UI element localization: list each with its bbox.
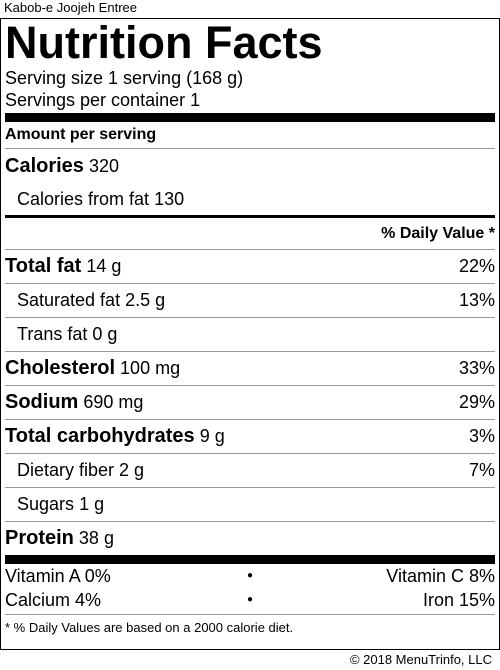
divider (5, 351, 495, 352)
divider (5, 283, 495, 284)
calories-from-fat-value: 130 (154, 189, 185, 209)
nutrient-label: Saturated fat (17, 290, 121, 310)
divider (5, 148, 495, 149)
calories-value: 320 (88, 156, 119, 176)
nutrient-label: Dietary fiber (17, 460, 115, 480)
nutrient-dv: 33% (458, 358, 495, 378)
nutrient-amount: 100 mg (120, 358, 181, 378)
vitamin-row: Calcium 4% ● Iron 15% (5, 588, 495, 612)
footnote: * % Daily Values are based on a 2000 cal… (5, 620, 294, 635)
bullet-icon: ● (246, 570, 254, 581)
nutrient-row-dietary-fiber: Dietary fiber 2 g 7% (5, 454, 495, 487)
medium-divider (5, 215, 495, 218)
calories-label: Calories (5, 155, 84, 177)
nutrient-label: Trans fat (17, 324, 88, 344)
servings-per-container: Servings per container 1 (5, 90, 201, 110)
nutrient-row-saturated-fat: Saturated fat 2.5 g 13% (5, 284, 495, 317)
nutrient-dv: 13% (458, 290, 495, 310)
item-title: Kabob-e Joojeh Entree (4, 0, 137, 15)
nutrient-label: Total carbohydrates (5, 425, 195, 447)
nutrient-dv: 29% (458, 392, 495, 412)
nutrient-row-cholesterol: Cholesterol 100 mg 33% (5, 352, 495, 385)
amount-per-serving: Amount per serving (5, 126, 157, 143)
nutrient-row-protein: Protein 38 g (5, 522, 495, 555)
nutrient-amount: 14 g (86, 256, 122, 276)
nutrient-label: Sodium (5, 391, 79, 413)
nutrient-label: Protein (5, 527, 74, 549)
nutrient-label: Cholesterol (5, 357, 116, 379)
nutrient-row-total-fat: Total fat 14 g 22% (5, 250, 495, 283)
divider (5, 385, 495, 386)
nutrient-amount: 9 g (199, 426, 225, 446)
vitamin-row: Vitamin A 0% ● Vitamin C 8% (5, 564, 495, 588)
nutrient-amount: 690 mg (83, 392, 144, 412)
vitamin-right: Vitamin C 8% (386, 566, 495, 586)
thick-divider (5, 113, 495, 122)
divider (5, 249, 495, 250)
divider (5, 317, 495, 318)
bullet-icon: ● (246, 594, 254, 605)
divider (5, 521, 495, 522)
nutrient-amount: 2.5 g (125, 290, 166, 310)
nutrient-amount: 0 g (92, 324, 118, 344)
vitamin-right: Iron 15% (422, 590, 495, 610)
nutrient-dv: 22% (458, 256, 495, 276)
nutrient-dv: 3% (468, 426, 495, 446)
nutrient-amount: 2 g (119, 460, 145, 480)
divider (5, 453, 495, 454)
serving-size: Serving size 1 serving (168 g) (5, 68, 244, 88)
nutrient-label: Total fat (5, 255, 82, 277)
label-heading: Nutrition Facts (5, 17, 323, 68)
calories-row: Calories 320 (5, 149, 495, 183)
vitamin-left: Calcium 4% (5, 590, 102, 610)
nutrient-row-sugars: Sugars 1 g (5, 488, 495, 521)
nutrient-dv: 7% (468, 460, 495, 480)
divider (5, 487, 495, 488)
copyright-credit: © 2018 MenuTrinfo, LLC (349, 652, 492, 667)
nutrient-row-sodium: Sodium 690 mg 29% (5, 386, 495, 419)
daily-value-header: % Daily Value * (381, 224, 495, 242)
calories-from-fat-row: Calories from fat 130 (5, 183, 495, 215)
vitamin-left: Vitamin A 0% (5, 566, 111, 586)
calories-from-fat-label: Calories from fat (17, 189, 150, 209)
nutrient-row-total-carbohydrates: Total carbohydrates 9 g 3% (5, 420, 495, 453)
nutrition-label: Nutrition Facts Serving size 1 serving (… (0, 18, 500, 650)
divider (5, 419, 495, 420)
nutrient-row-trans-fat: Trans fat 0 g (5, 318, 495, 351)
divider (5, 614, 495, 615)
nutrient-amount: 1 g (79, 494, 105, 514)
nutrient-label: Sugars (17, 494, 75, 514)
thick-divider (5, 555, 495, 564)
nutrient-amount: 38 g (78, 528, 114, 548)
